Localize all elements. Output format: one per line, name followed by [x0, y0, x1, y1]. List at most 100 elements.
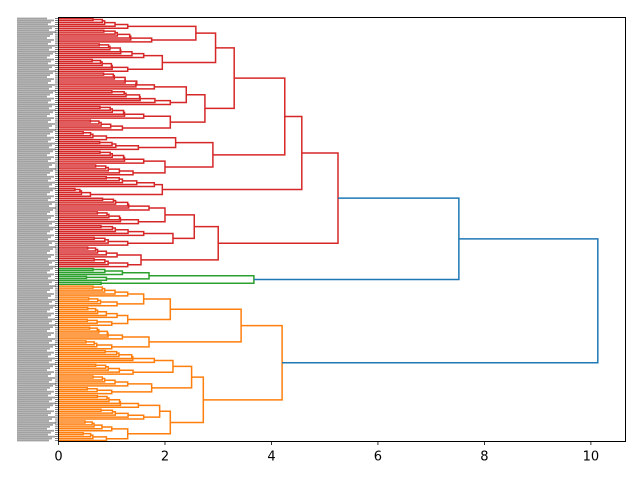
link-red-cluster	[58, 247, 97, 252]
leaf-label	[17, 375, 48, 377]
leaf-label	[17, 377, 55, 379]
leaf-label	[17, 82, 48, 84]
link-red-cluster	[58, 199, 117, 205]
leaf-label	[17, 203, 52, 205]
leaf-label	[17, 386, 50, 389]
leaf-label	[17, 248, 53, 250]
link-red-cluster	[58, 45, 111, 51]
link-orange-cluster	[58, 426, 113, 432]
leaf-label	[17, 52, 53, 55]
leaf-label	[17, 339, 52, 342]
leaf-label	[17, 224, 49, 227]
leaf-label	[17, 181, 55, 184]
leaf-label	[17, 74, 50, 77]
link-red-cluster	[58, 258, 95, 262]
leaf-label	[17, 263, 49, 266]
link-red-cluster	[164, 214, 196, 240]
leaf-label	[17, 191, 50, 194]
leaf-label	[17, 400, 49, 403]
leaf-label	[17, 179, 48, 182]
leaf-label	[17, 277, 48, 280]
leaf-label	[17, 418, 52, 420]
link-red-cluster	[58, 119, 92, 123]
leaf-label	[17, 255, 51, 258]
link-above-threshold	[282, 238, 599, 364]
leaf-label	[17, 297, 48, 299]
link-red-cluster	[58, 144, 140, 151]
leaf-label	[17, 101, 48, 104]
leaf-label	[17, 382, 56, 385]
link-orange-cluster	[58, 375, 94, 379]
leaf-label	[17, 404, 53, 407]
leaf-label	[17, 127, 49, 129]
leaf-label	[17, 306, 53, 309]
link-red-cluster	[58, 66, 129, 72]
link-red-cluster	[58, 109, 125, 115]
leaf-label	[17, 369, 47, 372]
leaf-label	[17, 265, 56, 268]
leaf-label	[17, 431, 51, 434]
link-orange-cluster	[58, 420, 86, 424]
link-red-cluster	[58, 76, 126, 82]
link-orange-cluster	[58, 321, 113, 326]
link-orange-cluster	[111, 383, 153, 393]
leaf-label	[17, 312, 54, 315]
axes-frame	[58, 17, 626, 442]
leaf-label	[17, 58, 54, 61]
link-green-cluster	[58, 267, 94, 272]
dendrogram-links	[58, 17, 599, 442]
link-red-cluster	[58, 37, 153, 43]
leaf-label	[17, 361, 49, 364]
x-tick-label: 10	[583, 450, 600, 465]
leaf-label	[17, 349, 47, 352]
link-orange-cluster	[106, 428, 129, 440]
leaf-label	[17, 173, 47, 176]
leaf-label	[17, 332, 54, 334]
leaf-label	[17, 21, 51, 24]
link-red-cluster	[58, 90, 113, 94]
link-orange-cluster	[58, 299, 102, 305]
leaf-label	[17, 236, 51, 239]
link-orange-cluster	[58, 334, 124, 340]
leaf-label	[17, 287, 53, 289]
link-red-cluster	[58, 111, 126, 117]
link-orange-cluster	[58, 341, 95, 346]
leaf-label	[17, 123, 55, 125]
link-red-cluster	[58, 224, 102, 229]
leaf-label	[17, 42, 48, 45]
leaf-label	[17, 29, 49, 32]
leaf-label	[17, 281, 52, 284]
leaf-label	[17, 310, 47, 313]
leaf-label	[17, 414, 48, 417]
leaf-label	[17, 275, 51, 278]
leaf-label	[17, 107, 49, 110]
leaf-label	[17, 338, 55, 340]
leaf-label	[17, 226, 56, 229]
link-red-cluster	[58, 153, 113, 158]
leaf-label	[17, 199, 48, 202]
link-red-cluster	[58, 215, 121, 221]
link-above-threshold	[253, 197, 460, 281]
leaf-label	[17, 60, 51, 63]
leaf-label	[17, 177, 51, 180]
link-red-cluster	[162, 32, 217, 64]
leaf-label	[17, 336, 48, 338]
link-red-cluster	[204, 47, 235, 110]
leaf-label	[17, 25, 55, 28]
link-red-cluster	[117, 254, 142, 266]
link-red-cluster	[58, 175, 108, 180]
leaf-label	[17, 261, 52, 264]
link-orange-cluster	[149, 308, 242, 343]
link-red-cluster	[58, 156, 126, 162]
link-orange-cluster	[151, 365, 193, 389]
leaf-label	[17, 355, 48, 358]
leaf-label	[17, 425, 50, 428]
leaf-label	[17, 31, 56, 34]
link-red-cluster	[58, 59, 102, 65]
link-orange-cluster	[58, 291, 129, 297]
leaf-label	[17, 33, 53, 35]
leaf-label	[17, 379, 52, 381]
x-tick-label: 0	[54, 450, 62, 465]
leaf-label	[17, 384, 53, 387]
link-red-cluster	[58, 106, 111, 112]
